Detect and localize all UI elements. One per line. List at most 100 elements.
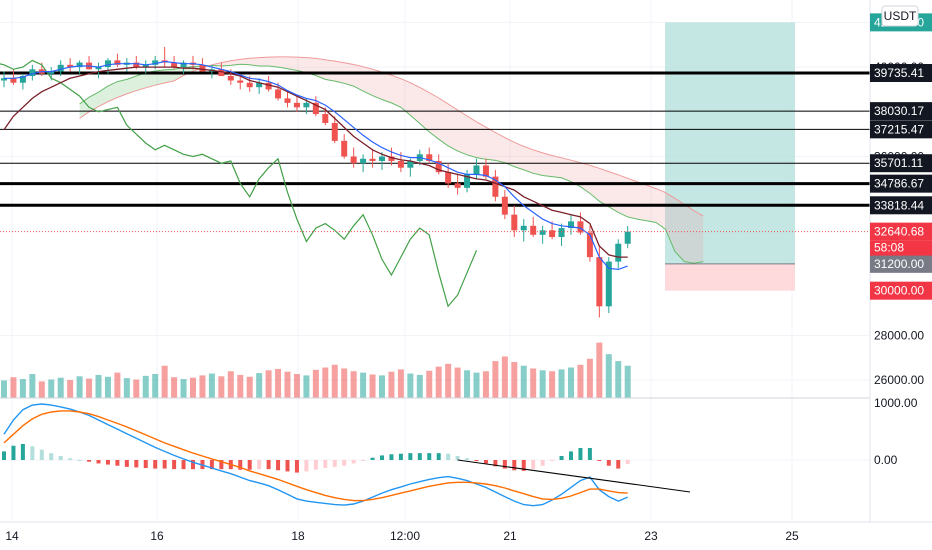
cloud-segment — [296, 57, 307, 73]
cloud-segment — [580, 162, 590, 194]
time-tick-label: 23 — [644, 529, 658, 543]
candle-body — [520, 225, 527, 231]
last-price-tag-label: 32640.68 — [874, 225, 924, 239]
cloud-segment — [457, 109, 468, 155]
time-tick-label: 25 — [785, 529, 799, 543]
volume-bar — [426, 370, 433, 398]
volume-bar — [76, 376, 83, 398]
candle-body — [180, 62, 187, 68]
volume-bar — [520, 365, 527, 398]
cloud-segment — [561, 157, 571, 182]
candle-body — [596, 257, 603, 307]
macd-histogram-bar — [361, 460, 366, 461]
macd-histogram-bar — [115, 460, 120, 466]
volume-bar — [369, 374, 376, 398]
candle-body — [29, 69, 36, 77]
volume-bar — [29, 374, 36, 398]
volume-bar — [605, 354, 612, 398]
volume-bar — [445, 363, 452, 398]
macd-histogram-bar — [304, 460, 309, 472]
candle-body — [454, 183, 461, 188]
price-levels[interactable] — [0, 71, 870, 207]
cloud-segment — [571, 160, 581, 187]
macd-tick-label: 1000.00 — [874, 396, 918, 410]
time-tick-label: 16 — [150, 529, 164, 543]
candle-body — [360, 158, 367, 164]
macd-histogram-bar — [11, 445, 16, 460]
cloud-segment — [533, 149, 543, 176]
volume-bar — [86, 378, 93, 398]
macd-histogram-bar — [209, 460, 214, 470]
candle-body — [284, 98, 291, 103]
candle-body — [1, 78, 7, 81]
volume-bar — [397, 369, 404, 398]
candle-body — [114, 60, 121, 65]
cloud-segment — [391, 75, 401, 108]
price-tick-label: 28000.00 — [874, 328, 924, 342]
cloud-segment — [259, 57, 269, 66]
cloud-segment — [476, 121, 486, 160]
volume-bar — [95, 374, 102, 398]
macd-histogram-bar — [578, 448, 583, 460]
cloud-segment — [145, 70, 156, 88]
macd-histogram-bar — [49, 453, 54, 460]
volume-bar — [586, 358, 593, 398]
volume-bar — [596, 342, 603, 398]
cloud-segment — [287, 56, 297, 71]
candle-body — [426, 154, 433, 161]
price-level-tag — [870, 102, 932, 121]
volume-bar — [256, 373, 263, 398]
cloud-segment — [372, 69, 382, 100]
target-zone[interactable] — [665, 22, 795, 264]
candle-body — [379, 156, 385, 161]
cloud-segment — [221, 60, 231, 66]
cloud-segment — [249, 57, 260, 66]
candle-body — [407, 160, 414, 168]
volume-bar — [416, 374, 423, 398]
stop-zone[interactable] — [665, 263, 795, 291]
price-level-tag-label: 34786.67 — [874, 177, 924, 191]
candle-body — [76, 62, 83, 68]
macd-histogram-bar — [58, 456, 63, 460]
candle-body — [19, 76, 26, 83]
candle-body — [501, 196, 508, 215]
candle-body — [331, 122, 338, 141]
macd-pane[interactable] — [0, 403, 870, 507]
candle-body — [568, 221, 574, 229]
time-axis[interactable]: 14 16 18 12:00 21 23 25 — [5, 529, 799, 543]
volume-bar — [624, 365, 631, 398]
volume-bar — [331, 364, 338, 398]
volume-bar — [341, 368, 348, 398]
cloud-segment — [306, 57, 316, 76]
ichimoku-lines — [0, 59, 628, 308]
time-tick-label: 12:00 — [390, 529, 420, 543]
volume-bar — [435, 366, 442, 398]
macd-histogram-bar — [342, 460, 347, 466]
candle-body — [246, 82, 253, 88]
cloud-segment — [467, 115, 477, 158]
volume-bar — [19, 379, 26, 398]
cloud-segment — [410, 82, 420, 124]
macd-histogram-bar — [446, 453, 451, 460]
cloud-segment — [599, 168, 609, 207]
volume-bar — [360, 372, 367, 398]
macd-line — [3, 403, 628, 507]
volume-bar — [67, 380, 74, 398]
macd-tick-label: 0.00 — [874, 453, 898, 467]
macd-histogram-bar — [30, 446, 35, 460]
time-tick-label: 18 — [291, 529, 305, 543]
currency-badge[interactable] — [881, 5, 919, 27]
volume-bar — [48, 379, 55, 398]
volume-bar — [539, 370, 546, 398]
cloud-segment — [674, 198, 685, 262]
last-price-countdown-bg — [870, 240, 932, 256]
macd-histogram-bar — [370, 457, 375, 460]
macd-histogram-bar — [172, 460, 177, 470]
cloud-segment — [126, 76, 137, 94]
macd-axis[interactable]: 1000.00 0.00 — [874, 396, 918, 467]
volume-bar — [615, 361, 622, 398]
macd-histogram-bar — [569, 451, 573, 460]
price-level-tag-label: 35701.11 — [874, 156, 923, 170]
candle-body — [464, 174, 471, 188]
